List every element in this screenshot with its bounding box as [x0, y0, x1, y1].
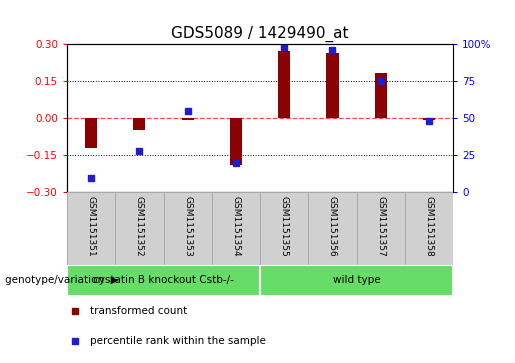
Text: wild type: wild type: [333, 276, 381, 285]
Bar: [182, 118, 194, 121]
Bar: [327, 53, 338, 118]
Text: GSM1151355: GSM1151355: [280, 196, 289, 257]
Text: GSM1151357: GSM1151357: [376, 196, 385, 257]
Bar: [85, 118, 97, 148]
Text: GSM1151352: GSM1151352: [135, 196, 144, 257]
Text: GSM1151353: GSM1151353: [183, 196, 192, 257]
Bar: [67, 265, 260, 296]
Text: GSM1151354: GSM1151354: [231, 196, 241, 257]
Bar: [230, 118, 242, 165]
Text: percentile rank within the sample: percentile rank within the sample: [90, 336, 266, 346]
Text: GSM1151351: GSM1151351: [87, 196, 96, 257]
Bar: [260, 192, 308, 265]
Text: cystatin B knockout Cstb-/-: cystatin B knockout Cstb-/-: [93, 276, 234, 285]
Title: GDS5089 / 1429490_at: GDS5089 / 1429490_at: [171, 26, 349, 42]
Bar: [133, 118, 145, 130]
Text: GSM1151356: GSM1151356: [328, 196, 337, 257]
Bar: [356, 192, 405, 265]
Bar: [278, 51, 290, 118]
Bar: [375, 73, 387, 118]
Text: transformed count: transformed count: [90, 306, 187, 316]
Text: genotype/variation  ▶: genotype/variation ▶: [5, 276, 119, 285]
Bar: [260, 265, 453, 296]
Bar: [308, 192, 356, 265]
Bar: [405, 192, 453, 265]
Bar: [115, 192, 163, 265]
Bar: [212, 192, 260, 265]
Bar: [423, 118, 435, 121]
Text: GSM1151358: GSM1151358: [424, 196, 434, 257]
Bar: [163, 192, 212, 265]
Bar: [67, 192, 115, 265]
